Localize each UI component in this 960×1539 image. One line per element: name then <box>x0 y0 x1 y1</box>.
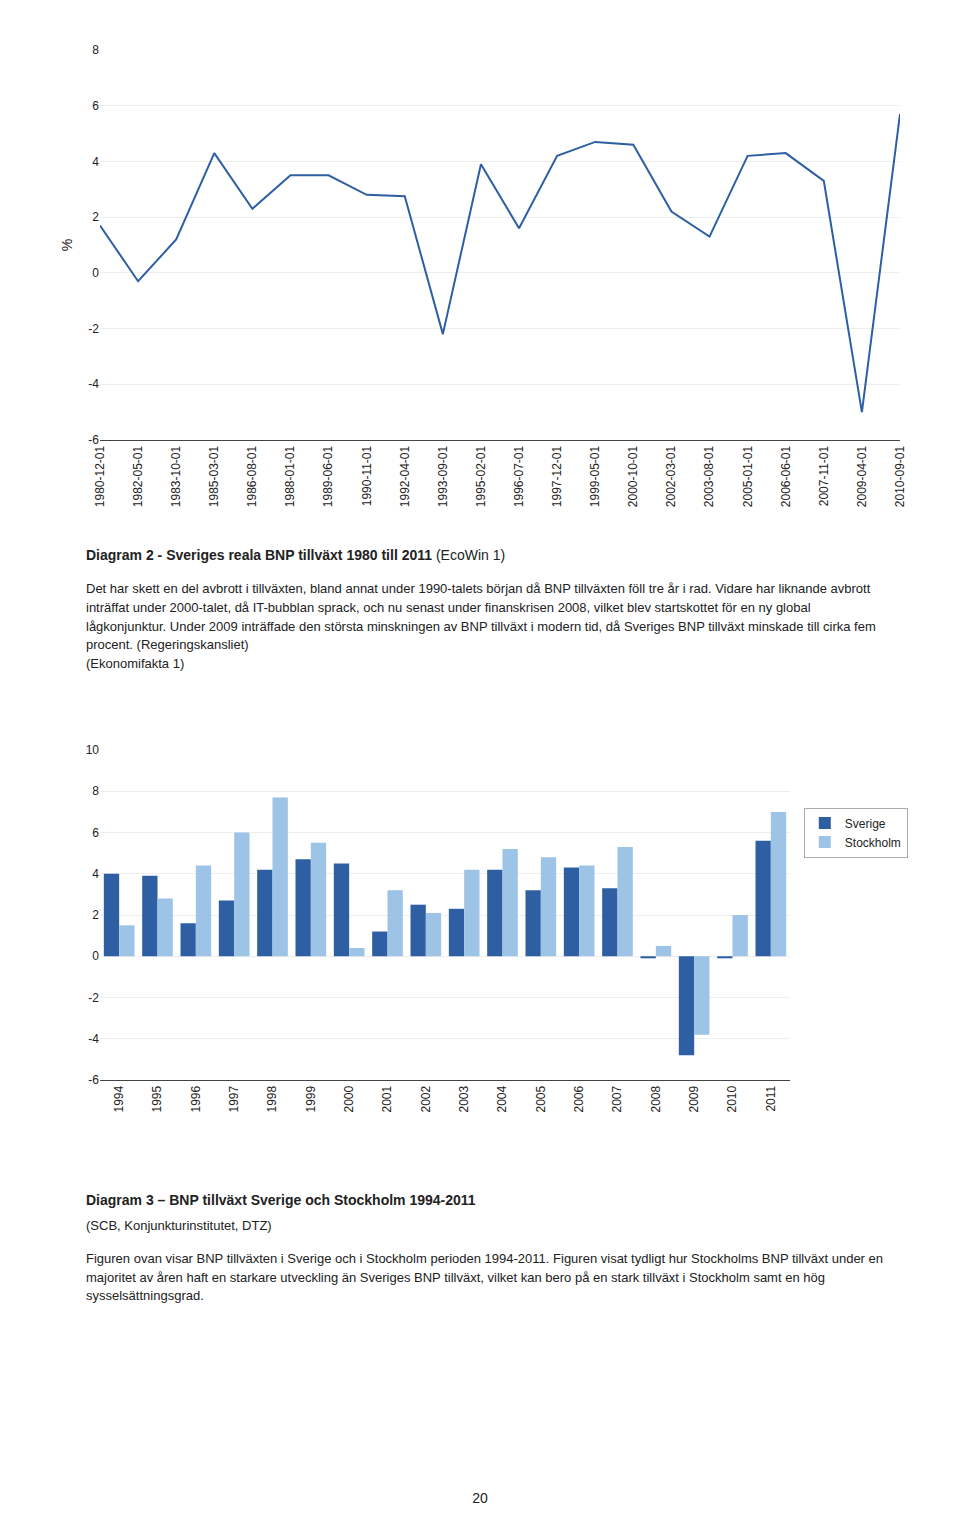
svg-text:2006: 2006 <box>572 1085 586 1112</box>
svg-text:1980-12-01: 1980-12-01 <box>93 445 107 507</box>
svg-text:2: 2 <box>92 210 99 224</box>
svg-text:1996-07-01: 1996-07-01 <box>512 445 526 507</box>
svg-text:1999: 1999 <box>304 1085 318 1112</box>
svg-text:2000-10-01: 2000-10-01 <box>626 445 640 507</box>
svg-text:2000: 2000 <box>342 1085 356 1112</box>
svg-text:6: 6 <box>92 99 99 113</box>
svg-text:2011: 2011 <box>764 1085 778 1111</box>
svg-text:2003-08-01: 2003-08-01 <box>702 445 716 507</box>
svg-text:1997-12-01: 1997-12-01 <box>550 445 564 507</box>
svg-text:2005-01-01: 2005-01-01 <box>741 445 755 507</box>
svg-text:4: 4 <box>92 155 99 169</box>
html-text:Det har skett en del avbrott i: Det har skett en del avbrott i tillväxte… <box>86 580 876 672</box>
svg-text:-6: -6 <box>88 1073 99 1087</box>
svg-text:1994: 1994 <box>112 1085 126 1112</box>
svg-text:2: 2 <box>92 908 99 922</box>
svg-text:2007: 2007 <box>610 1085 624 1112</box>
svg-text:2009-04-01: 2009-04-01 <box>855 445 869 507</box>
html-text:Diagram 3 – BNP tillväxt Sveri: Diagram 3 – BNP tillväxt Sverige och Sto… <box>86 1192 476 1208</box>
svg-text:1982-05-01: 1982-05-01 <box>131 445 145 507</box>
svg-text:-2: -2 <box>88 322 99 336</box>
svg-text:2010: 2010 <box>725 1085 739 1112</box>
html-text:20: 20 <box>472 1490 488 1506</box>
svg-text:0: 0 <box>92 266 99 280</box>
svg-text:1988-01-01: 1988-01-01 <box>283 445 297 507</box>
svg-text:8: 8 <box>92 784 99 798</box>
svg-text:Sverige: Sverige <box>845 817 886 831</box>
svg-text:2002-03-01: 2002-03-01 <box>664 445 678 507</box>
svg-text:-6: -6 <box>88 433 99 447</box>
svg-text:2001: 2001 <box>380 1085 394 1112</box>
svg-text:2010-09-01: 2010-09-01 <box>893 445 907 507</box>
svg-text:2005: 2005 <box>534 1085 548 1112</box>
svg-text:1995-02-01: 1995-02-01 <box>474 445 488 507</box>
svg-text:1999-05-01: 1999-05-01 <box>588 445 602 507</box>
svg-text:2002: 2002 <box>419 1085 433 1112</box>
svg-text:1989-06-01: 1989-06-01 <box>321 445 335 507</box>
svg-text:1996: 1996 <box>189 1085 203 1112</box>
svg-text:6: 6 <box>92 826 99 840</box>
svg-text:Stockholm: Stockholm <box>845 836 901 850</box>
html-text:(SCB, Konjunkturinstitutet, DT: (SCB, Konjunkturinstitutet, DTZ) <box>86 1217 272 1233</box>
svg-text:10: 10 <box>86 743 100 757</box>
svg-text:2007-11-01: 2007-11-01 <box>817 445 831 506</box>
svg-text:1985-03-01: 1985-03-01 <box>207 445 221 507</box>
svg-text:2008: 2008 <box>649 1085 663 1112</box>
svg-text:0: 0 <box>92 949 99 963</box>
svg-text:-4: -4 <box>88 377 99 391</box>
svg-text:1995: 1995 <box>150 1085 164 1112</box>
svg-text:-4: -4 <box>88 1032 99 1046</box>
svg-text:1998: 1998 <box>265 1085 279 1112</box>
svg-text:2006-06-01: 2006-06-01 <box>779 445 793 507</box>
svg-text:1997: 1997 <box>227 1085 241 1112</box>
svg-text:1992-04-01: 1992-04-01 <box>398 445 412 507</box>
svg-text:8: 8 <box>92 43 99 57</box>
svg-text:2009: 2009 <box>687 1085 701 1112</box>
svg-text:1993-09-01: 1993-09-01 <box>436 445 450 507</box>
svg-text:2004: 2004 <box>495 1085 509 1112</box>
svg-text:1983-10-01: 1983-10-01 <box>169 445 183 507</box>
svg-text:-2: -2 <box>88 991 99 1005</box>
svg-text:%: % <box>59 239 75 251</box>
svg-text:1986-08-01: 1986-08-01 <box>245 445 259 507</box>
svg-text:4: 4 <box>92 867 99 881</box>
svg-text:1990-11-01: 1990-11-01 <box>360 445 374 506</box>
svg-text:2003: 2003 <box>457 1085 471 1112</box>
html-text:Figuren ovan visar BNP tillväx: Figuren ovan visar BNP tillväxten i Sver… <box>86 1250 883 1304</box>
html-text:Diagram 2 - Sveriges reala BNP: Diagram 2 - Sveriges reala BNP tillväxt … <box>86 547 506 563</box>
